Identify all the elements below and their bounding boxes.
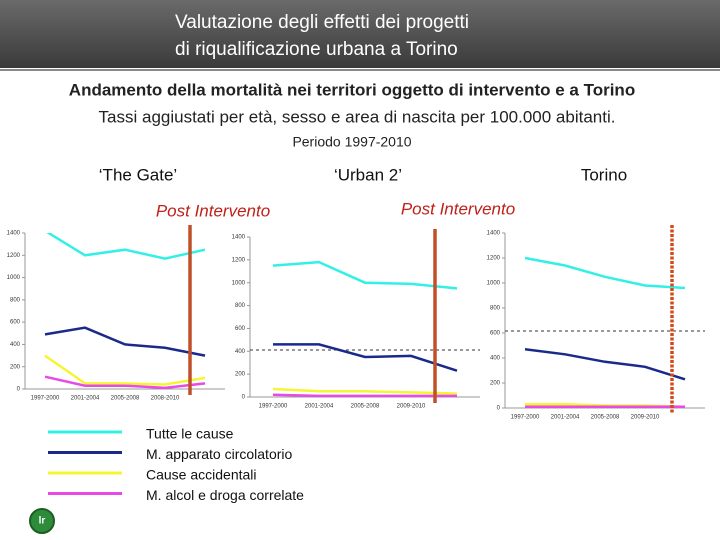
y-tick-label: 200 — [235, 372, 246, 378]
y-tick-label: 1200 — [232, 257, 246, 263]
y-tick-label: 0 — [242, 395, 246, 401]
series-line — [273, 343, 458, 372]
y-tick-label: 800 — [10, 297, 21, 303]
logo — [29, 508, 55, 534]
chart-title: ‘Urban 2’ — [334, 165, 402, 184]
x-tick-label: 2001-2004 — [305, 404, 334, 410]
legend-label: M. alcol e droga correlate — [146, 487, 304, 503]
subtitle: Andamento della mortalità nei territori … — [69, 80, 635, 99]
series-line — [524, 256, 686, 290]
y-tick-label: 0 — [497, 406, 501, 412]
x-tick-label: 1997-2000 — [259, 404, 288, 410]
series-line — [272, 260, 458, 290]
y-tick-label: 400 — [10, 342, 21, 348]
x-tick-label: 2001-2004 — [551, 415, 580, 421]
x-tick-label: 2008-2010 — [151, 396, 180, 402]
chart-subtitle: Post Intervento — [156, 201, 270, 220]
series-line — [272, 387, 458, 395]
y-tick-label: 1400 — [487, 231, 501, 237]
x-tick-label: 1997-2000 — [511, 415, 540, 421]
y-tick-label: 400 — [235, 349, 246, 355]
y-tick-label: 400 — [490, 356, 501, 362]
y-tick-label: 600 — [235, 326, 246, 332]
logo-mark: lr — [39, 516, 46, 527]
y-tick-label: 800 — [235, 303, 246, 309]
header-title: Valutazione degli effetti dei progetti — [175, 12, 469, 33]
chart-title: ‘The Gate’ — [99, 165, 177, 184]
y-tick-label: 1000 — [487, 281, 501, 287]
chart-title: Torino — [581, 165, 627, 184]
legend-label: M. apparato circolatorio — [146, 446, 293, 462]
period: Periodo 1997-2010 — [292, 134, 411, 150]
y-tick-label: 600 — [490, 331, 501, 337]
y-tick-label: 1000 — [7, 275, 21, 281]
y-tick-label: 1200 — [487, 256, 501, 262]
y-tick-label: 600 — [10, 320, 21, 326]
series-line — [46, 233, 206, 260]
y-tick-label: 0 — [17, 387, 21, 393]
legend-label: Tutte le cause — [146, 426, 234, 442]
y-tick-label: 800 — [490, 306, 501, 312]
series-line — [524, 348, 686, 381]
x-tick-label: 2009-2010 — [631, 415, 660, 421]
series-line — [44, 375, 206, 390]
header-bar — [0, 0, 720, 68]
header-title: di riqualificazione urbana a Torino — [175, 39, 458, 60]
legend-label: Cause accidentali — [146, 467, 257, 483]
y-tick-label: 1200 — [7, 253, 21, 259]
x-tick-label: 2005-2008 — [351, 404, 380, 410]
subtitle: Tassi aggiustati per età, sesso e area d… — [99, 107, 616, 126]
y-tick-label: 200 — [10, 364, 21, 370]
x-tick-label: 2009-2010 — [397, 404, 426, 410]
y-tick-label: 1000 — [232, 280, 246, 286]
series-line — [44, 326, 206, 357]
x-tick-label: 1997-2000 — [31, 396, 60, 402]
series-line — [44, 354, 206, 386]
x-tick-label: 2005-2008 — [111, 396, 140, 402]
y-tick-label: 1400 — [7, 231, 21, 237]
x-tick-label: 2005-2008 — [591, 415, 620, 421]
series-line — [272, 393, 457, 398]
y-tick-label: 200 — [490, 381, 501, 387]
x-tick-label: 2001-2004 — [71, 396, 100, 402]
y-tick-label: 1400 — [232, 235, 246, 241]
chart-subtitle: Post Intervento — [401, 199, 515, 218]
